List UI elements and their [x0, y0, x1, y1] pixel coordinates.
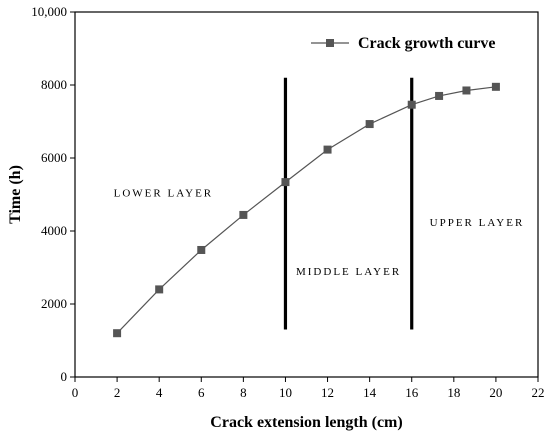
y-tick-label: 10,000 [31, 4, 67, 19]
layer-boundary-lines [283, 77, 414, 330]
y-axis-ticks: 0 2000 4000 6000 8000 10,000 [31, 4, 75, 384]
legend-label: Crack growth curve [358, 35, 495, 52]
x-tick-label: 12 [321, 385, 334, 400]
legend: Crack growth curve [311, 35, 495, 52]
x-axis-title: Crack extension length (cm) [210, 414, 402, 431]
x-tick-label: 4 [156, 385, 163, 400]
x-axis-ticks: 0 2 4 6 8 10 12 14 16 18 20 22 [72, 377, 545, 400]
x-tick-label: 20 [489, 385, 502, 400]
data-point [281, 178, 290, 187]
data-point [491, 82, 500, 91]
data-point [462, 86, 471, 95]
data-point [407, 100, 416, 109]
x-tick-label: 8 [240, 385, 247, 400]
data-point [113, 329, 122, 338]
plot-border [74, 11, 539, 378]
y-tick-label: 4000 [41, 223, 67, 238]
x-tick-label: 22 [532, 385, 545, 400]
y-tick-label: 8000 [41, 77, 67, 92]
data-point [365, 120, 374, 129]
legend-marker-square [326, 39, 334, 47]
x-tick-label: 6 [198, 385, 205, 400]
x-tick-label: 2 [114, 385, 121, 400]
data-point [197, 245, 206, 254]
data-point [435, 91, 444, 100]
y-tick-label: 2000 [41, 296, 67, 311]
layer-label: UPPER LAYER [430, 217, 525, 229]
plot-frame [74, 11, 539, 378]
y-axis-title: Time (h) [7, 165, 24, 224]
series-layer [113, 82, 500, 338]
data-point [323, 145, 332, 154]
series-line [116, 86, 496, 334]
x-tick-label: 10 [279, 385, 292, 400]
layer-label: MIDDLE LAYER [296, 266, 401, 278]
y-tick-label: 0 [61, 369, 68, 384]
layer-annotations: LOWER LAYER MIDDLE LAYER UPPER LAYER [114, 187, 525, 278]
y-tick-label: 6000 [41, 150, 67, 165]
x-tick-label: 0 [72, 385, 79, 400]
x-tick-label: 14 [363, 385, 377, 400]
x-tick-label: 16 [405, 385, 419, 400]
data-point [155, 285, 164, 294]
data-point [239, 210, 248, 219]
layer-label: LOWER LAYER [114, 187, 214, 199]
x-tick-label: 18 [447, 385, 460, 400]
